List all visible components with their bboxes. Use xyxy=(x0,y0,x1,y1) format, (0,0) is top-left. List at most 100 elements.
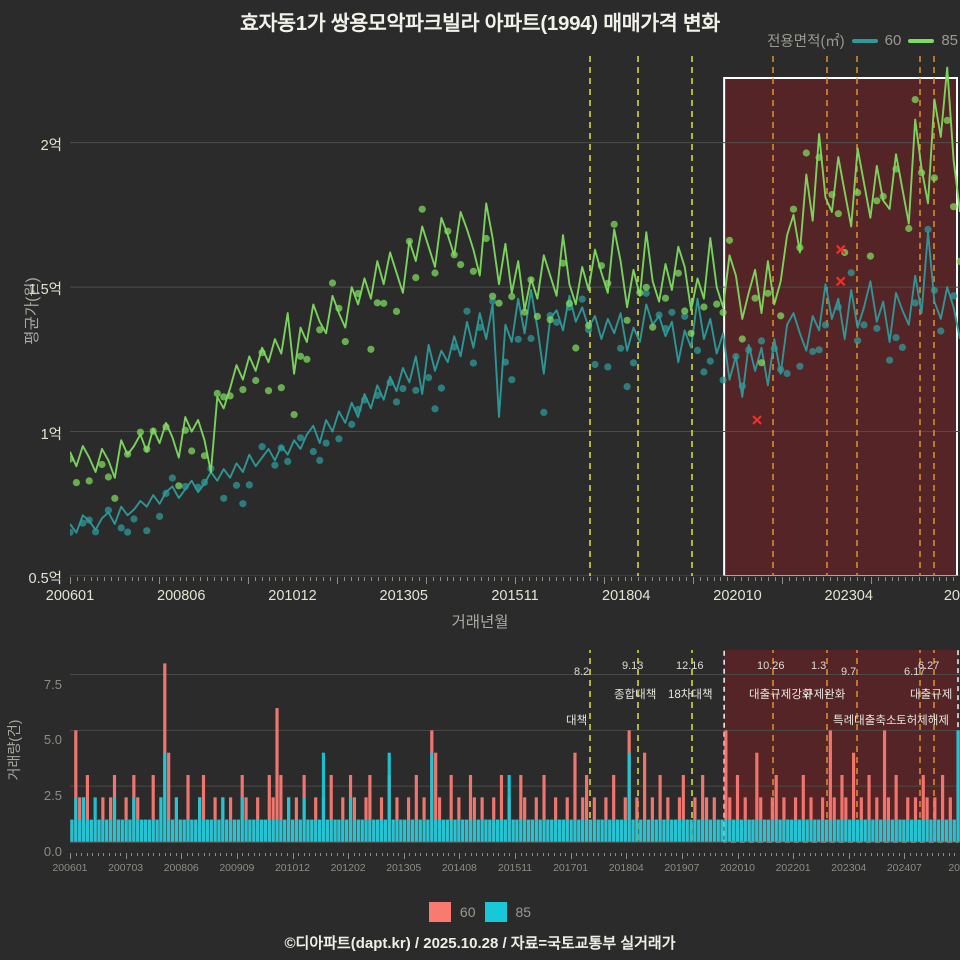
main-x-tick: 202010 xyxy=(713,588,762,604)
price-point-85 xyxy=(649,323,657,331)
price-point-60 xyxy=(898,343,907,351)
price-point-60 xyxy=(354,405,362,414)
volume-bar-85 xyxy=(894,819,898,842)
volume-bar-85 xyxy=(867,819,871,842)
volume-axis-tickmark xyxy=(142,853,144,856)
main-axis-tickmark xyxy=(309,577,311,581)
main-axis-tickmark xyxy=(83,577,85,581)
volume-bar-85 xyxy=(287,797,291,842)
volume-axis-tickmark xyxy=(437,853,439,856)
volume-bar-85 xyxy=(310,819,314,842)
main-axis-tickmark xyxy=(734,577,736,581)
volume-bar-60 xyxy=(167,752,171,842)
volume-bar-85 xyxy=(74,797,78,842)
volume-bar-85 xyxy=(886,819,890,842)
volume-axis-tickmark xyxy=(826,853,828,856)
price-point-85 xyxy=(879,192,887,200)
volume-bar-85 xyxy=(441,819,445,842)
price-line-85 xyxy=(70,66,960,479)
volume-y-tick: 5.0 xyxy=(43,732,62,748)
price-point-85 xyxy=(431,269,439,277)
main-x-tick: 201511 xyxy=(491,588,539,604)
volume-axis-tickmark xyxy=(882,853,884,856)
volume-bar-85 xyxy=(163,752,167,842)
volume-axis-tickmark xyxy=(231,853,233,856)
main-axis-tickmark xyxy=(412,577,414,581)
volume-axis-tickmark xyxy=(820,853,822,856)
cancelled-trade-marker xyxy=(835,276,846,287)
volume-bar-85 xyxy=(759,819,763,842)
volume-axis-tickmark xyxy=(815,853,817,856)
main-axis-tickmark xyxy=(480,577,482,581)
main-axis-tickmark xyxy=(754,577,756,581)
volume-bar-85 xyxy=(898,819,902,842)
volume-bar-85 xyxy=(817,819,821,842)
volume-axis-tickmark xyxy=(498,853,500,856)
volume-chart-plot[interactable] xyxy=(70,650,960,855)
price-point-85 xyxy=(367,345,375,353)
volume-axis-tickmark xyxy=(698,853,700,856)
price-point-85 xyxy=(911,96,919,104)
main-axis-tickmark xyxy=(624,577,626,581)
price-chart-svg xyxy=(70,56,960,576)
volume-bar-60 xyxy=(573,752,577,842)
volume-axis-tickmark xyxy=(487,853,489,856)
volume-bar-60 xyxy=(542,775,546,842)
volume-bar-85 xyxy=(70,819,74,842)
price-point-85 xyxy=(751,294,759,302)
main-axis-tickmark xyxy=(556,577,558,581)
volume-bar-85 xyxy=(666,819,670,842)
volume-bar-85 xyxy=(201,819,206,842)
volume-bar-60 xyxy=(585,775,589,842)
volume-bar-85 xyxy=(844,819,848,842)
main-x-axis-title: 거래년월 xyxy=(451,614,509,631)
volume-bar-85 xyxy=(546,819,550,842)
volume-axis-tickmark xyxy=(743,853,745,856)
volume-axis-tickmark xyxy=(103,853,105,856)
volume-bar-85 xyxy=(732,819,736,842)
volume-bar-85 xyxy=(174,797,178,842)
volume-axis-tickmark xyxy=(108,853,110,856)
main-axis-tickmark xyxy=(932,577,934,581)
volume-bar-85 xyxy=(604,819,608,842)
volume-bar-85 xyxy=(503,819,507,842)
price-point-85 xyxy=(450,251,458,259)
price-point-60 xyxy=(578,295,586,303)
main-axis-tickmark xyxy=(891,577,893,581)
price-point-60 xyxy=(476,323,484,331)
price-point-60 xyxy=(220,494,228,502)
price-chart-plot[interactable] xyxy=(70,56,960,576)
volume-axis-tickmark xyxy=(236,853,238,859)
price-point-85 xyxy=(623,316,631,324)
volume-bar-85 xyxy=(457,819,461,842)
price-point-60 xyxy=(348,420,356,428)
volume-bar-85 xyxy=(925,819,929,842)
price-point-60 xyxy=(629,359,638,367)
main-axis-tickmark xyxy=(542,577,544,581)
volume-axis-tickmark xyxy=(648,853,650,856)
volume-axis-tickmark xyxy=(453,853,455,856)
volume-bar-85 xyxy=(333,819,337,842)
price-point-60 xyxy=(757,337,766,345)
price-point-60 xyxy=(540,408,548,416)
volume-bar-85 xyxy=(906,819,910,842)
volume-bar-85 xyxy=(422,819,426,842)
price-point-60 xyxy=(706,357,714,365)
main-axis-tickmark xyxy=(165,577,167,581)
volume-bar-85 xyxy=(124,819,128,842)
volume-axis-tickmark xyxy=(537,853,539,856)
volume-bar-85 xyxy=(290,819,295,842)
price-point-60 xyxy=(70,528,74,536)
main-axis-tickmark xyxy=(138,577,140,581)
price-point-60 xyxy=(232,481,241,489)
volume-bar-85 xyxy=(159,797,163,842)
volume-axis-tickmark xyxy=(598,853,600,856)
main-axis-tickmark xyxy=(604,577,605,584)
volume-bar-85 xyxy=(109,819,113,842)
main-y-tick: 0.5억 xyxy=(28,571,63,587)
price-point-60 xyxy=(399,385,407,393)
volume-axis-tickmark xyxy=(481,853,483,856)
price-point-85 xyxy=(610,220,618,228)
volume-bar-60 xyxy=(74,730,78,842)
volume-axis-tickmark xyxy=(837,853,839,856)
